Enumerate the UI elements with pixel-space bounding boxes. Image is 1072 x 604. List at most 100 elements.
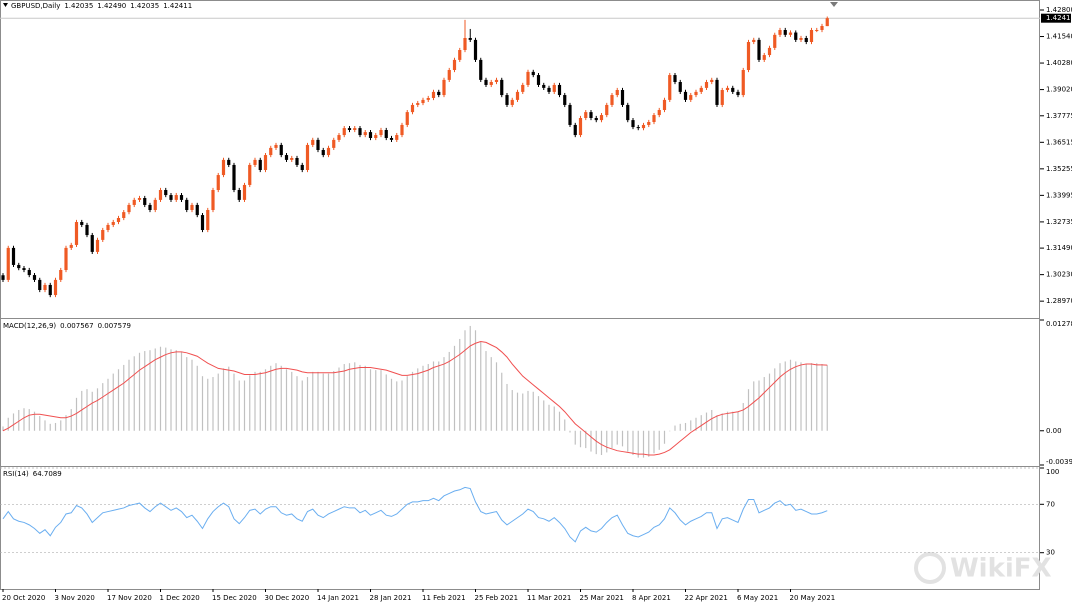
- macd-bar: [390, 378, 393, 431]
- macd-bar: [285, 369, 288, 431]
- macd-bar: [564, 419, 566, 431]
- candle-body: [468, 38, 472, 40]
- x-tick-label: 25 Mar 2021: [580, 594, 624, 602]
- ohlc-value: 1.42035: [64, 2, 93, 10]
- macd-bar: [117, 369, 120, 431]
- candle-body: [90, 235, 94, 252]
- macd-bar: [411, 371, 414, 431]
- macd-bar: [154, 348, 156, 431]
- candle-body: [295, 158, 299, 165]
- macd-bar: [264, 369, 267, 431]
- macd-bar: [70, 409, 72, 431]
- candle-body: [809, 30, 814, 42]
- candle-body: [274, 144, 278, 148]
- macd-bar: [726, 411, 729, 431]
- candle-body: [174, 195, 178, 200]
- candle-body: [132, 199, 136, 205]
- candle-body: [547, 87, 551, 92]
- x-tick-label: 11 Mar 2021: [527, 594, 571, 602]
- macd-bar: [401, 380, 403, 431]
- macd-bar: [259, 371, 261, 431]
- macd-bar: [427, 364, 429, 431]
- macd-bar: [60, 420, 62, 431]
- candle-body: [85, 224, 89, 236]
- macd-bar: [306, 377, 309, 431]
- candle-body: [80, 222, 84, 225]
- macd-bar: [2, 426, 4, 431]
- indicator-title: RSI(14): [3, 470, 29, 478]
- macd-bar: [553, 406, 555, 431]
- y-tick-label: 1.36515: [1046, 138, 1072, 146]
- macd-bar: [65, 415, 67, 431]
- last-price-box: [1041, 13, 1071, 23]
- macd-bar: [485, 351, 487, 431]
- macd-bar: [600, 430, 603, 456]
- y-tick-label: -0.003952: [1046, 458, 1072, 466]
- ohlc-value: 1.42035: [130, 2, 159, 10]
- macd-bar: [558, 411, 561, 431]
- candle-body: [689, 95, 693, 100]
- candle-body: [405, 112, 409, 125]
- macd-bar: [301, 380, 303, 431]
- candle-body: [662, 99, 667, 110]
- y-tick-label: 0.012786: [1046, 320, 1072, 328]
- candle-body: [578, 118, 583, 136]
- candle-body: [631, 120, 635, 128]
- macd-bar: [144, 351, 146, 431]
- candle-body: [767, 47, 772, 56]
- signal-value: 0.007579: [98, 322, 131, 330]
- macd-bar: [338, 367, 340, 431]
- x-tick-label: 20 May 2021: [790, 594, 836, 602]
- candle-body: [153, 199, 157, 210]
- candle-body: [232, 164, 236, 190]
- candle-body: [242, 184, 247, 200]
- candle-body: [479, 59, 483, 80]
- candle-body: [200, 215, 205, 230]
- macd-bar: [637, 430, 639, 458]
- candle-body: [326, 147, 331, 156]
- candle-body: [657, 110, 661, 116]
- macd-bar: [585, 430, 587, 449]
- macd-bar: [789, 359, 792, 431]
- x-tick-label: 17 Nov 2020: [107, 594, 152, 602]
- macd-bar: [695, 417, 697, 431]
- y-tick-label: 100: [1046, 468, 1059, 476]
- macd-bar: [165, 347, 167, 431]
- macd-bar: [49, 423, 51, 431]
- y-tick-label: 1.39020: [1046, 86, 1072, 94]
- macd-bar: [23, 408, 25, 431]
- macd-bar: [359, 364, 361, 431]
- candle-body: [269, 147, 273, 156]
- candle-body: [452, 59, 457, 70]
- candle-body: [442, 79, 446, 96]
- macd-bar: [763, 377, 765, 431]
- macd-bar: [747, 389, 750, 431]
- candle-body: [400, 124, 404, 136]
- macd-bar: [506, 383, 508, 431]
- macd-bar: [201, 376, 204, 431]
- macd-bar: [774, 368, 776, 431]
- candle-body: [421, 99, 425, 104]
- candle-body: [11, 247, 16, 265]
- macd-bar: [275, 363, 277, 431]
- macd-bar: [81, 390, 83, 431]
- last-price-label: 1.42411: [1046, 14, 1072, 22]
- macd-bar: [333, 370, 335, 431]
- candle-body: [137, 198, 142, 200]
- candle-body: [794, 32, 798, 40]
- candle-body: [437, 91, 441, 96]
- macd-bar: [54, 422, 57, 431]
- x-tick-label: 1 Dec 2020: [160, 594, 200, 602]
- candle-body: [489, 82, 493, 85]
- y-tick-label: 30: [1046, 549, 1055, 557]
- macd-bar: [18, 409, 20, 431]
- candle-body: [426, 98, 430, 100]
- candle-body: [1, 275, 5, 280]
- candle-body: [258, 159, 262, 170]
- candle-body: [584, 112, 588, 118]
- candle-body: [248, 164, 252, 185]
- candle-body: [342, 128, 346, 136]
- candle-body: [673, 75, 677, 82]
- macd-bar: [816, 363, 818, 431]
- macd-bar: [648, 430, 650, 457]
